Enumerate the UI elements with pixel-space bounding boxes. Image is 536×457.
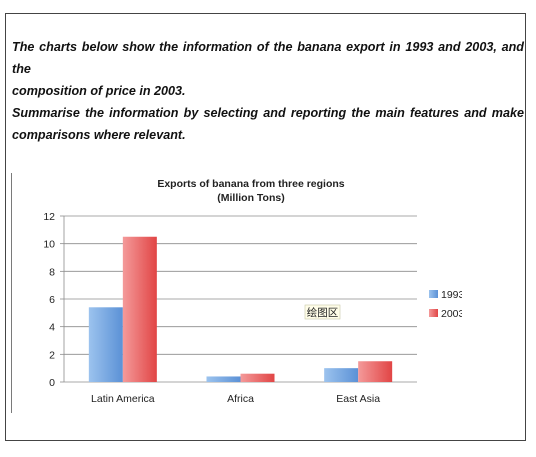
x-tick-label: East Asia [336, 393, 380, 405]
y-tick-label: 0 [49, 377, 55, 389]
bar-1993-latin-america [88, 307, 123, 382]
task-paragraph-1-line-1: The charts below show the information of… [12, 40, 524, 76]
y-tick-label: 10 [43, 239, 55, 251]
bar-2003-latin-america [122, 236, 157, 382]
task-paragraph-1-line-2: composition of price in 2003. [12, 84, 186, 98]
task-paragraph-2: Summarise the information by selecting a… [12, 102, 524, 146]
legend-swatch-1993 [429, 290, 438, 298]
chart-title: Exports of banana from three regions [157, 178, 344, 190]
legend-swatch-2003 [429, 309, 438, 317]
chart-container: 0 2 4 6 8 10 12 Latin America Africa East Asia Ex… [11, 173, 462, 413]
task-paragraph-1: The charts below show the information of… [12, 36, 524, 102]
y-tick-label: 8 [49, 266, 55, 278]
legend-label-1993: 1993 [441, 289, 462, 301]
bar-1993-east-asia [324, 368, 359, 382]
bar-2003-east-asia [358, 361, 393, 382]
x-tick-label: Latin America [91, 393, 155, 405]
bar-chart: 0 2 4 6 8 10 12 Latin America Africa East Asia Ex… [43, 178, 462, 405]
task-paragraph-2-line-1: Summarise the information by selecting a… [12, 106, 524, 120]
x-tick-label: Africa [227, 393, 254, 405]
y-tick-label: 2 [49, 349, 55, 361]
bar-1993-africa [206, 376, 241, 382]
bar-2003-africa [240, 373, 275, 382]
plot-area-tooltip-box [304, 304, 341, 320]
y-tick-label: 4 [49, 322, 55, 334]
chart-subtitle: (Million Tons) [217, 192, 284, 204]
y-tick-label: 12 [43, 211, 55, 223]
task-paragraph-2-line-2: comparisons where relevant. [12, 128, 186, 142]
plot-area-tooltip: 绘图区 [307, 306, 339, 319]
y-tick-label: 6 [49, 294, 55, 306]
legend-label-2003: 2003 [441, 308, 462, 320]
